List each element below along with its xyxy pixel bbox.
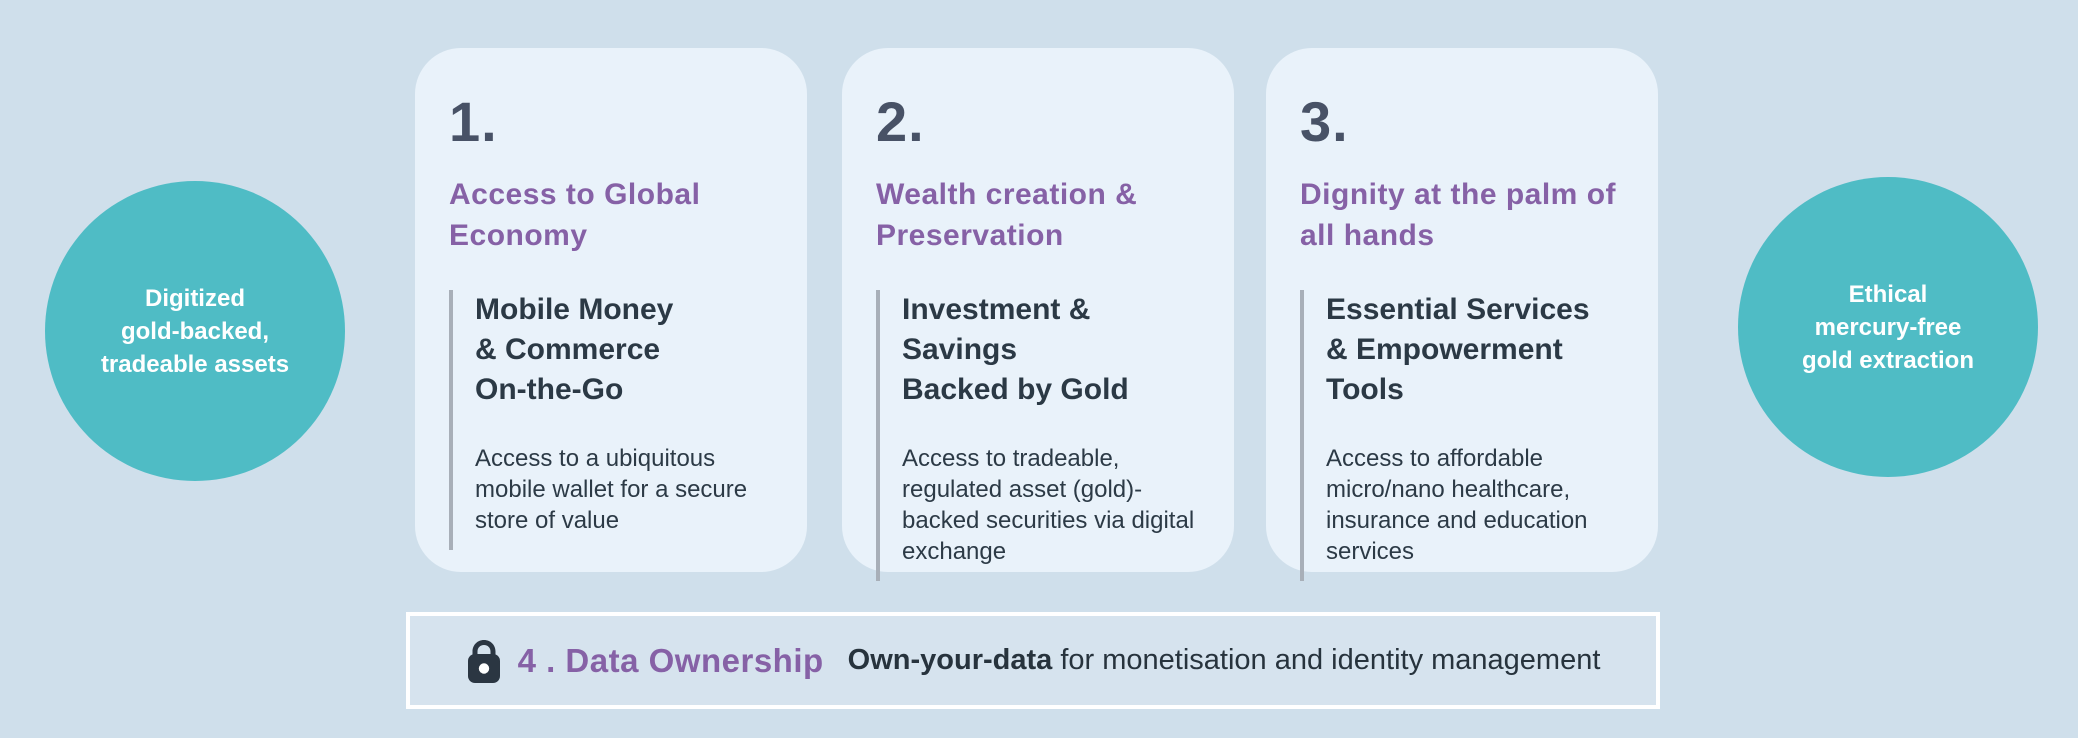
card-subtitle: Investment & Savings Backed by Gold — [902, 290, 1204, 410]
card-title-line: Economy — [449, 219, 588, 252]
right-circle-line: gold extraction — [1801, 346, 1975, 374]
card-content: Investment & Savings Backed by Gold Acce… — [876, 290, 1204, 581]
card-subtitle: Mobile Money & Commerce On-the-Go — [475, 290, 777, 410]
card-title-line: Preservation — [876, 219, 1064, 252]
left-circle-line: gold-backed, — [120, 317, 269, 345]
left-circle-line: Digitized — [144, 284, 245, 312]
data-ownership-description: for monetisation and identity management — [1052, 644, 1601, 676]
own-your-data-text: Own-your-data — [847, 644, 1053, 676]
left-circle-line: tradeable assets — [100, 350, 290, 378]
card-subtitle-line: Essential Services — [1326, 293, 1590, 326]
right-circle-line: Ethical — [1848, 280, 1928, 308]
right-circle-ethical-extraction: Ethical mercury-free gold extraction — [1738, 177, 2038, 477]
card-subtitle: Essential Services & Empowerment Tools — [1326, 290, 1628, 410]
card-body: Access to a ubiquitous mobile wallet for… — [475, 445, 748, 534]
card-title-line: Wealth creation & — [876, 178, 1138, 211]
card-title-line: Access to Global — [449, 178, 701, 211]
card-access-global-economy: 1. Access to Global Economy Mobile Money… — [415, 48, 807, 572]
right-circle-line: mercury-free — [1814, 313, 1962, 341]
data-ownership-label: 4 . Data Ownership — [517, 641, 824, 679]
card-subtitle-line: & Commerce — [475, 333, 661, 366]
data-ownership-content: 4 . Data Ownership Own-your-data for mon… — [466, 638, 1601, 684]
card-body: Access to tradeable, regulated asset (go… — [902, 445, 1195, 565]
card-number: 2. — [876, 90, 925, 153]
card-dignity-all-hands: 3. Dignity at the palm of all hands Esse… — [1266, 48, 1658, 581]
card-subtitle-line: Mobile Money — [475, 293, 674, 326]
left-circle-text: Digitized gold-backed, tradeable assets — [101, 282, 289, 381]
card-title: Wealth creation & Preservation — [876, 174, 1204, 256]
card-content: Essential Services & Empowerment Tools A… — [1300, 290, 1628, 581]
card-subtitle-line: Investment & Savings — [902, 293, 1091, 366]
card-title-line: Dignity at the palm of — [1300, 178, 1617, 211]
data-ownership-bar: 4 . Data Ownership Own-your-data for mon… — [406, 612, 1660, 709]
card-wealth-creation-preservation: 2. Wealth creation & Preservation Invest… — [842, 48, 1234, 581]
left-circle-digitized-assets: Digitized gold-backed, tradeable assets — [45, 181, 345, 481]
card-number: 3. — [1300, 90, 1349, 153]
card-title: Access to Global Economy — [449, 174, 777, 256]
card-body: Access to affordable micro/nano healthca… — [1326, 445, 1588, 565]
card-title-line: all hands — [1300, 219, 1435, 252]
card-subtitle-line: Backed by Gold — [902, 373, 1129, 406]
right-circle-text: Ethical mercury-free gold extraction — [1802, 278, 1974, 377]
card-subtitle-line: & Empowerment Tools — [1326, 333, 1563, 406]
lock-icon — [466, 638, 502, 684]
card-content: Mobile Money & Commerce On-the-Go Access… — [449, 290, 777, 550]
card-subtitle-line: On-the-Go — [475, 373, 624, 406]
card-title: Dignity at the palm of all hands — [1300, 174, 1628, 256]
card-number: 1. — [449, 90, 498, 153]
